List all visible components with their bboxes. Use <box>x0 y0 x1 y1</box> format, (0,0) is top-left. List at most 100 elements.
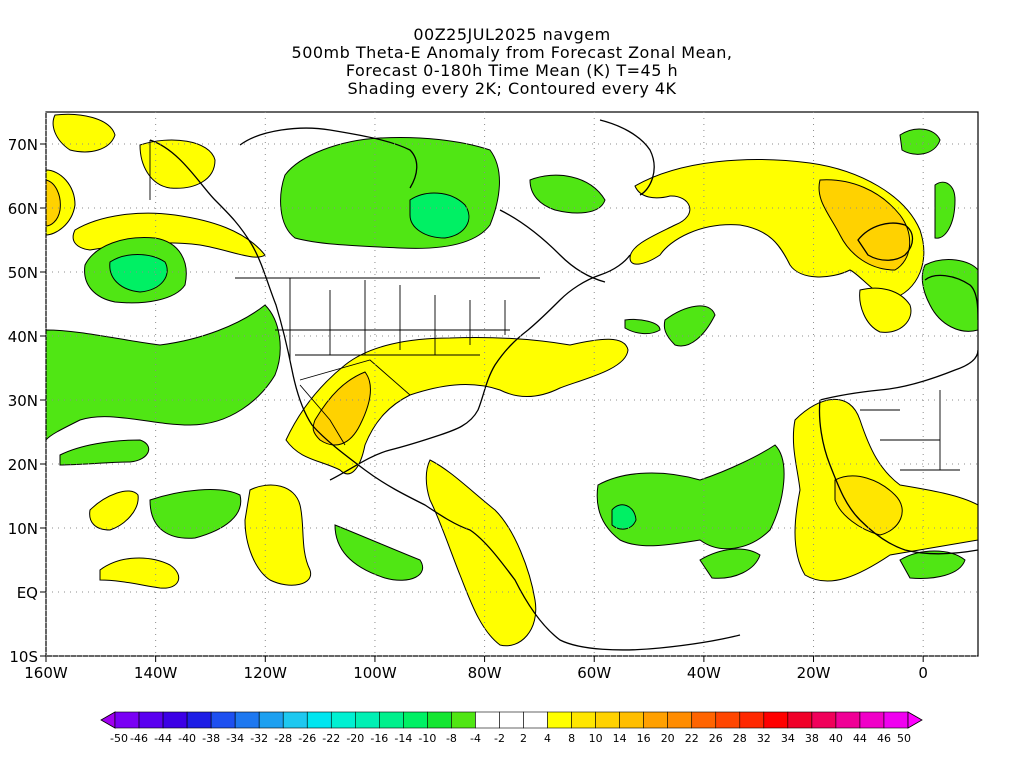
lon-tick-label: 60W <box>577 664 611 682</box>
warm-anomaly-mexico-core <box>312 371 371 446</box>
colorbar-label: -44 <box>154 732 172 745</box>
colorbar-label: 22 <box>685 732 699 745</box>
political-borders <box>149 140 960 471</box>
colorbar-label: -16 <box>370 732 388 745</box>
cool-anomaly-east-pacific <box>149 489 242 539</box>
warm-anomaly-pacific-3 <box>99 557 180 589</box>
colorbar-swatch <box>739 711 765 729</box>
lon-tick-label: 160W <box>24 664 68 682</box>
colorbar-swatch <box>114 711 140 729</box>
colorbar-swatch <box>883 711 909 729</box>
cool-anomaly-north-pacific-core <box>109 254 168 293</box>
colorbar-label: 32 <box>757 732 771 745</box>
colorbar-label: 4 <box>544 732 551 745</box>
colorbar-swatch <box>595 711 620 729</box>
colorbar-swatch <box>306 711 332 729</box>
cool-anomaly-canada-core <box>409 192 470 239</box>
colorbar-label: 8 <box>568 732 575 745</box>
colorbar-label: -20 <box>346 732 364 745</box>
colorbar-label: -4 <box>470 732 481 745</box>
map-frame <box>45 111 979 657</box>
longitude-axis: 160W 140W 120W 100W 80W 60W 40W 20W 0 <box>24 656 928 682</box>
colorbar-swatch <box>763 711 789 729</box>
lon-tick-label: 0 <box>918 664 928 682</box>
colorbar-swatch <box>234 711 260 729</box>
cool-anomaly-south-atlantic-2 <box>699 548 761 579</box>
colorbar-swatch <box>715 711 741 729</box>
lat-tick-label: 40N <box>8 328 38 346</box>
cool-anomaly-subtropical-pacific <box>46 304 281 441</box>
title-run: 00Z25JUL2025 navgem <box>413 25 611 44</box>
cool-anomaly-greenland-east <box>529 174 606 214</box>
colorbar-swatch <box>403 711 428 729</box>
colorbar-swatch <box>619 711 644 729</box>
colorbar-swatch <box>691 711 717 729</box>
colorbar-label: 26 <box>709 732 723 745</box>
cool-anomaly-mid-atlantic <box>663 305 716 347</box>
colorbar-swatch <box>162 711 188 729</box>
colorbar-swatch <box>787 711 813 729</box>
colorbar-label: 46 <box>877 732 891 745</box>
colorbar-label: -32 <box>250 732 268 745</box>
cool-anomaly-canada <box>280 137 500 249</box>
colorbar-label: 40 <box>829 732 843 745</box>
colorbar-label: -10 <box>418 732 436 745</box>
warm-anomaly-iberia <box>859 287 912 333</box>
warm-anomaly-bering-core <box>46 179 61 227</box>
anomaly-shading <box>46 113 978 647</box>
colorbar-swatch <box>210 711 236 729</box>
colorbar-min-arrow <box>100 711 116 729</box>
colorbar-swatch <box>138 711 164 729</box>
colorbar-swatch <box>427 711 452 729</box>
colorbar-label: -26 <box>298 732 316 745</box>
cool-anomaly-tropical-atlantic <box>596 444 785 550</box>
lat-tick-label: 30N <box>8 392 38 410</box>
colorbar-label: 14 <box>613 732 627 745</box>
colorbar-swatch <box>643 711 668 729</box>
lat-tick-label: 10S <box>9 648 38 666</box>
colorbar-swatch <box>186 711 212 729</box>
colorbar-label: -14 <box>394 732 412 745</box>
colorbar: -50 -46 -44 -40 -38 -34 -32 -28 -26 -22 -20 -16 -14-… <box>100 711 923 745</box>
colorbar-swatch <box>451 711 476 729</box>
colorbar-swatch <box>859 711 885 729</box>
colorbar-swatch <box>811 711 837 729</box>
warm-anomaly-pacific-2 <box>89 490 139 531</box>
colorbar-label: -8 <box>446 732 457 745</box>
lon-tick-label: 20W <box>797 664 831 682</box>
cool-anomaly-scandinavia <box>934 181 956 239</box>
colorbar-swatch <box>475 711 500 729</box>
title-field: 500mb Theta-E Anomaly from Forecast Zona… <box>291 43 733 62</box>
colorbar-swatch <box>835 711 861 729</box>
lat-tick-label: 20N <box>8 456 38 474</box>
colorbar-label: 50 <box>897 732 911 745</box>
colorbar-label: -40 <box>178 732 196 745</box>
colorbar-label: -22 <box>322 732 340 745</box>
warm-anomaly-arctic <box>52 113 116 153</box>
lat-tick-label: 50N <box>8 264 38 282</box>
colorbar-label: 38 <box>805 732 819 745</box>
lat-tick-label: 60N <box>8 200 38 218</box>
warm-anomaly-central-america <box>425 459 537 647</box>
warm-anomaly-uk <box>818 179 911 271</box>
colorbar-label: 2 <box>520 732 527 745</box>
colorbar-label: -34 <box>226 732 244 745</box>
cool-anomaly-pacific-lower <box>59 439 150 466</box>
latitude-axis: 70N 60N 50N 40N 30N 20N 10N EQ 10S <box>8 136 46 666</box>
colorbar-swatch <box>330 711 356 729</box>
colorbar-label: 10 <box>589 732 603 745</box>
colorbar-label: 20 <box>661 732 675 745</box>
warm-anomaly-west-africa-core <box>834 475 903 536</box>
cool-anomaly-south-atlantic <box>899 550 966 579</box>
colorbar-label: -28 <box>274 732 292 745</box>
colorbar-swatch <box>547 711 572 729</box>
colorbar-swatch <box>523 711 548 729</box>
lon-tick-label: 80W <box>468 664 502 682</box>
colorbar-swatch <box>499 711 524 729</box>
warm-anomaly-pacific-1 <box>244 484 312 586</box>
cool-anomaly-east-pacific-2 <box>334 524 423 581</box>
colorbar-swatch <box>571 711 596 729</box>
colorbar-label: -38 <box>202 732 220 745</box>
colorbar-swatch <box>379 711 404 729</box>
